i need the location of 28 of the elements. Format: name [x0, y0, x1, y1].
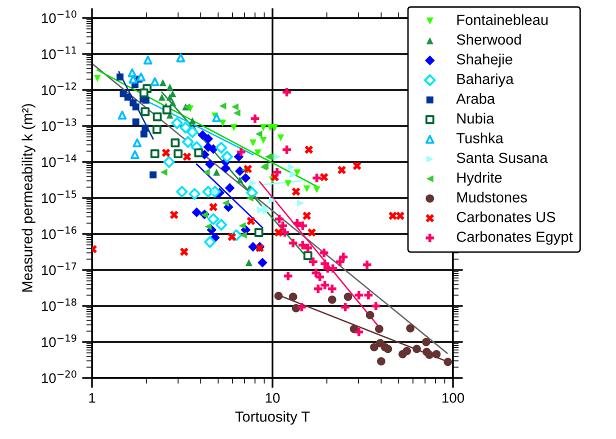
legend-label: Tushka: [456, 132, 504, 144]
legend-label: Fontainebleau: [457, 14, 548, 26]
legend-label: Carbonates US: [456, 211, 556, 222]
y-axis-title: Measured permeability k (m²): [22, 104, 36, 292]
y-tick-label: 10$^{−16}$: [42, 226, 76, 240]
y-tick-label: 10$^{−18}$: [42, 298, 76, 312]
x-tick-label: 10: [266, 392, 280, 403]
x-tick-label: 1: [89, 393, 96, 403]
x-tick-label: 100: [442, 392, 464, 403]
y-tick-label: 10$^{−14}$: [42, 154, 76, 168]
y-tick-label: 10$^{−13}$: [42, 118, 76, 132]
legend-label: Araba: [456, 93, 496, 104]
legend-label: Shahejie: [456, 54, 512, 68]
legend-label: Bahariya: [457, 73, 514, 88]
legend-label: Nubia: [457, 112, 494, 124]
y-tick-label: 10$^{−12}$: [42, 82, 76, 96]
legend-label: Mudstones: [457, 192, 527, 202]
y-tick-label: 10$^{−17}$: [42, 262, 76, 276]
y-tick-label: 10$^{−20}$: [42, 370, 76, 384]
y-tick-label: 10$^{−11}$: [42, 46, 76, 60]
legend-label: Carbonates Egypt: [456, 231, 573, 245]
legend-label: Sherwood: [456, 34, 521, 45]
y-tick-label: 10$^{−10}$: [42, 10, 76, 24]
x-axis-title: Tortuosity T: [235, 411, 310, 425]
legend-label: Hydrite: [457, 172, 502, 186]
legend-label: Santa Susana: [456, 152, 548, 164]
y-tick-label: 10$^{−15}$: [42, 190, 76, 204]
y-tick-label: 10$^{−19}$: [42, 334, 76, 348]
